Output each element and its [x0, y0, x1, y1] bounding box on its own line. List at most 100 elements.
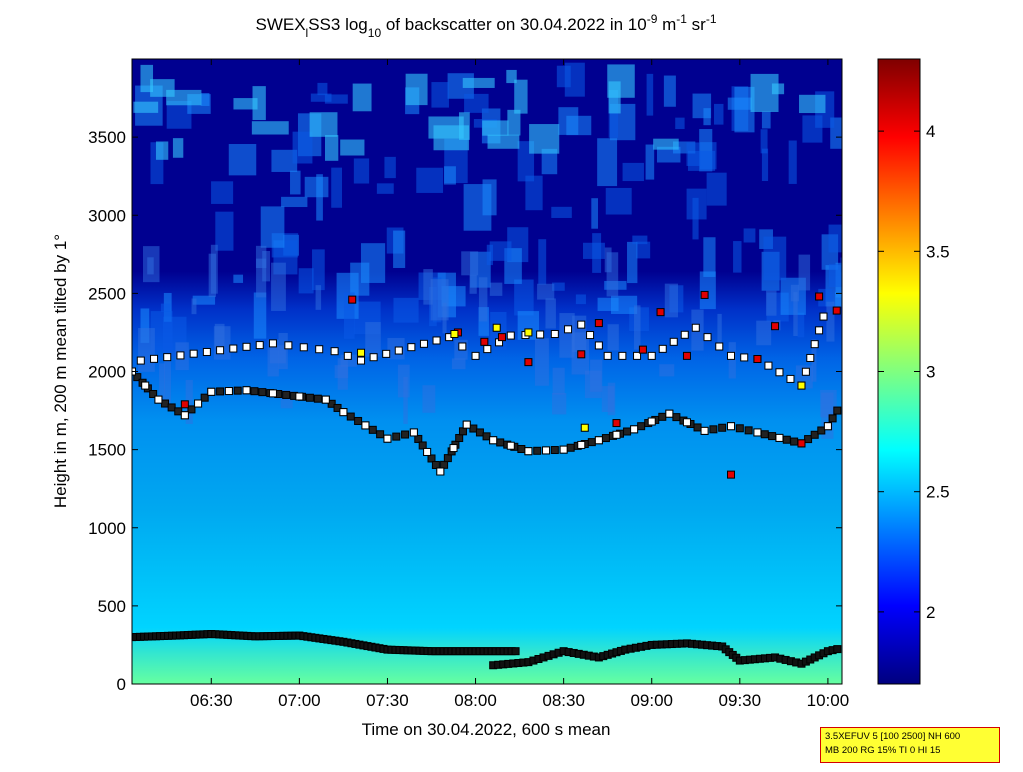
- heatmap-patch: [253, 292, 267, 339]
- mid-layer-marker: [744, 426, 753, 435]
- heatmap-patch: [673, 141, 696, 154]
- upper-layer-marker: [806, 353, 815, 362]
- mid-layer-marker-light: [462, 420, 471, 429]
- info-line-1: 3.5XEFUV 5 [100 2500] NH 600: [825, 731, 961, 742]
- heatmap-patch-bright: [529, 124, 560, 154]
- red-marker: [700, 290, 709, 299]
- heatmap-patch-mid: [717, 313, 722, 349]
- mid-layer-marker-light: [559, 445, 568, 454]
- mid-layer-marker: [233, 386, 242, 395]
- mid-layer-marker: [587, 438, 596, 447]
- mid-layer-marker: [566, 443, 575, 452]
- mid-layer-marker-light: [141, 381, 150, 390]
- heatmap-patch: [150, 311, 173, 351]
- lower-layer-marker: [833, 645, 842, 654]
- heatmap-patch: [551, 282, 565, 291]
- heatmap-patch: [840, 257, 842, 273]
- heatmap-patch: [699, 271, 716, 310]
- heatmap-patch-bright: [405, 73, 428, 106]
- x-axis-label: Time on 30.04.2022, 600 s mean: [362, 720, 611, 739]
- heatmap-patch: [393, 230, 406, 268]
- upper-layer-marker: [801, 367, 810, 376]
- mid-layer-marker: [418, 441, 427, 450]
- heatmap-patch-mid: [659, 364, 675, 377]
- upper-layer-marker: [471, 351, 480, 360]
- heatmap-patch-mid: [601, 386, 615, 413]
- upper-layer-marker: [407, 343, 416, 352]
- red-marker: [497, 333, 506, 342]
- heatmap-patch: [591, 198, 599, 229]
- mid-layer-marker: [637, 422, 646, 431]
- heatmap-patch: [431, 82, 449, 108]
- heatmap-patch-mid: [793, 292, 798, 337]
- heatmap-patch: [384, 156, 396, 179]
- red-marker: [638, 345, 647, 354]
- heatmap-patch-bright: [133, 101, 159, 113]
- heatmap-patch: [140, 308, 150, 343]
- upper-layer-marker: [343, 351, 352, 360]
- heatmap-patch: [703, 237, 716, 277]
- red-marker: [577, 350, 586, 359]
- heatmap-patch: [556, 65, 571, 88]
- colorbar-tick-label: 2: [926, 603, 935, 622]
- plot-area: [132, 59, 842, 684]
- heatmap-patch: [646, 73, 654, 116]
- upper-layer-marker: [703, 333, 712, 342]
- heatmap-patch-mid: [164, 360, 172, 410]
- heatmap-patch: [525, 175, 543, 211]
- mid-layer-marker-light: [268, 389, 277, 398]
- heatmap-patch: [160, 303, 171, 312]
- colorbar-tick-label: 4: [926, 122, 935, 141]
- heatmap-patch: [292, 131, 313, 164]
- heatmap-patch: [802, 115, 823, 143]
- heatmap-patch: [734, 86, 755, 133]
- heatmap-patch-mid: [213, 326, 231, 360]
- mid-layer-marker-light: [383, 434, 392, 443]
- heatmap-patch: [828, 224, 842, 253]
- mid-layer-marker-light: [409, 428, 418, 437]
- heatmap-patch: [797, 312, 805, 338]
- heatmap-patch: [416, 167, 444, 193]
- mid-layer-marker: [790, 437, 799, 446]
- heatmap-patch: [675, 117, 685, 130]
- mid-layer-marker-light: [506, 441, 515, 450]
- heatmap-patch-bright: [166, 89, 202, 106]
- heatmap-patch: [463, 184, 492, 231]
- yellow-marker: [797, 381, 806, 390]
- heatmap-patch-mid: [271, 262, 286, 311]
- mid-layer-marker: [376, 430, 385, 439]
- upper-layer-marker: [189, 349, 198, 358]
- upper-layer-marker: [786, 374, 795, 383]
- heatmap-patch: [597, 138, 618, 187]
- heatmap-patch-mid: [365, 322, 381, 357]
- heatmap-patch: [830, 117, 842, 149]
- mid-layer-marker: [475, 428, 484, 437]
- mid-layer-marker: [282, 390, 291, 399]
- upper-layer-marker: [299, 343, 308, 352]
- mid-layer-marker-light: [700, 426, 709, 435]
- y-tick-label: 2000: [88, 363, 126, 382]
- heatmap-patch: [228, 144, 257, 176]
- x-tick-label: 08:30: [542, 691, 585, 710]
- heatmap-patch: [622, 162, 644, 182]
- heatmap-patch: [713, 103, 724, 125]
- heatmap-patch: [760, 129, 768, 154]
- upper-layer-marker: [176, 351, 185, 360]
- heatmap-patch: [706, 172, 727, 206]
- mid-layer-marker: [455, 434, 464, 443]
- heatmap-patch-bright: [172, 138, 184, 158]
- mid-layer-marker: [161, 399, 170, 408]
- yellow-marker: [450, 330, 459, 338]
- heatmap-patch: [310, 93, 332, 102]
- upper-layer-marker: [810, 340, 819, 349]
- mid-layer-marker-light: [154, 395, 163, 404]
- red-marker: [832, 306, 841, 315]
- mid-layer-marker: [828, 414, 837, 423]
- heatmap-patch-mid: [607, 324, 619, 351]
- upper-layer-marker: [586, 331, 595, 340]
- heatmap-patch-mid: [634, 305, 641, 350]
- x-axis-ticks: 06:30 07:00 07:30 08:00 08:30 09:00 09:30 10:00: [190, 59, 849, 710]
- mid-layer-marker-light: [339, 408, 348, 417]
- upper-layer-marker: [357, 356, 366, 365]
- upper-layer-marker: [394, 346, 403, 355]
